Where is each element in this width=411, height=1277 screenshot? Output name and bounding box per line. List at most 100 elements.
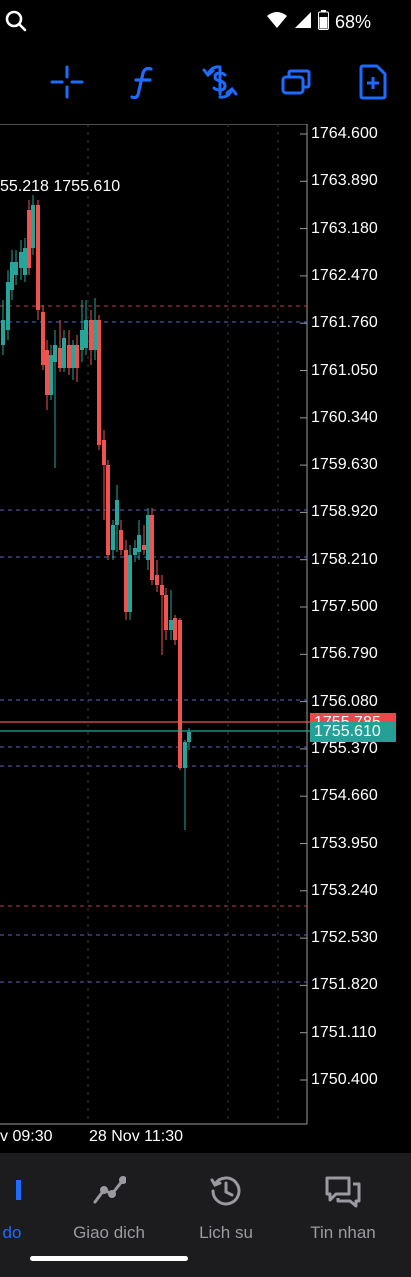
candle-body	[10, 262, 14, 290]
candle-body	[111, 525, 115, 550]
candle-body	[169, 620, 173, 630]
battery-icon	[317, 10, 329, 35]
candle-body	[84, 320, 88, 348]
nav-label: Giao dich	[73, 1223, 145, 1242]
price-axis-label: 1763.890	[311, 172, 378, 190]
candlestick	[155, 560, 159, 592]
price-axis-label: 1756.080	[311, 692, 378, 710]
chart-icon	[0, 1173, 62, 1209]
price-axis-label: 1750.400	[311, 1071, 378, 1088]
candle-body	[150, 515, 154, 580]
wifi-icon	[266, 11, 288, 34]
price-axis-label: 1757.500	[311, 598, 378, 615]
price-axis-label: 1755.370	[311, 739, 378, 757]
candlestick	[93, 298, 97, 360]
function-icon[interactable]	[122, 60, 166, 104]
candlestick	[89, 310, 93, 365]
candlestick	[45, 340, 49, 410]
candle-body	[75, 345, 79, 368]
candle-body	[160, 585, 164, 595]
candlestick	[6, 270, 10, 340]
price-axis-label: 1751.820	[311, 976, 378, 994]
candlestick	[67, 330, 71, 375]
cell-signal-icon	[294, 11, 312, 34]
candle-body	[1, 320, 5, 345]
candle-body	[41, 312, 45, 365]
price-axis-label: 1760.340	[311, 408, 378, 426]
candle-body	[93, 320, 97, 350]
bid-price-label: 1755.610	[314, 723, 381, 740]
candlestick	[102, 430, 106, 520]
candle-body	[53, 345, 57, 362]
search-icon[interactable]	[4, 9, 28, 38]
candle-body	[119, 530, 123, 550]
status-bar: 68%	[0, 0, 411, 44]
add-document-icon[interactable]	[351, 60, 395, 104]
candle-body	[146, 515, 150, 560]
battery-percent: 68%	[334, 12, 371, 32]
candle-body	[133, 548, 137, 555]
bottom-navigation: do Giao dich Lich su Tin nhan	[0, 1153, 411, 1277]
nav-item-chart[interactable]: do	[0, 1173, 62, 1243]
candle-body	[187, 732, 191, 742]
price-axis-label: 1759.630	[311, 456, 378, 474]
candlestick	[119, 520, 123, 555]
messages-icon	[293, 1173, 393, 1209]
nav-label: do	[2, 1223, 22, 1242]
candlestick	[10, 250, 14, 300]
price-axis-label: 1751.110	[311, 1023, 377, 1041]
currency-exchange-icon[interactable]	[198, 60, 242, 104]
candle-body	[89, 320, 93, 350]
chart-canvas[interactable]	[0, 124, 411, 1150]
candlestick	[133, 540, 137, 562]
candle-body	[27, 210, 31, 268]
candle-body	[45, 350, 49, 395]
home-indicator[interactable]	[30, 1256, 188, 1261]
candlestick	[142, 525, 146, 555]
nav-item-messages[interactable]: Tin nhan	[293, 1173, 393, 1243]
crosshair-icon[interactable]	[45, 60, 89, 104]
candlestick	[160, 575, 164, 655]
price-axis-label: 1761.050	[311, 361, 378, 379]
candle-body	[124, 550, 128, 612]
candle-body	[183, 742, 187, 768]
candle-body	[164, 595, 168, 630]
nav-label: Tin nhan	[310, 1223, 376, 1242]
nav-label: Lich su	[199, 1223, 253, 1242]
time-label-2: 28 Nov 11:30	[89, 1128, 183, 1145]
window-icon[interactable]	[274, 60, 318, 104]
candle-body	[173, 618, 177, 640]
candlestick	[97, 315, 101, 450]
price-axis-label: 1758.920	[311, 503, 378, 521]
history-icon	[176, 1173, 276, 1209]
price-axis-label: 1763.180	[311, 219, 378, 237]
candlestick	[111, 520, 115, 560]
candle-body	[80, 330, 84, 350]
candlestick	[187, 728, 191, 750]
candlestick	[115, 485, 119, 552]
time-label-1: v 09:30	[0, 1128, 53, 1145]
candlestick	[128, 545, 132, 620]
candle-body	[62, 338, 66, 368]
price-axis-label: 1753.950	[311, 834, 378, 852]
candlestick	[106, 460, 110, 560]
candlestick	[124, 540, 128, 620]
nav-item-history[interactable]: Lich su	[176, 1173, 276, 1243]
candlestick	[27, 200, 31, 275]
candle-body	[49, 355, 53, 395]
price-chart[interactable]: 1764.600 1763.890 1763.180 1762.470 1761.760…	[0, 124, 411, 1150]
candle-body	[155, 575, 159, 585]
candle-body	[36, 205, 40, 310]
candlestick	[173, 615, 177, 645]
ohlc-readout: 55.218 1755.610	[0, 178, 121, 195]
candlestick	[169, 590, 173, 640]
candle-body	[178, 620, 182, 768]
price-axis-label: 1754.660	[311, 787, 378, 805]
candlestick	[49, 345, 53, 400]
price-axis-label: 1756.790	[311, 645, 378, 663]
candlestick	[183, 740, 187, 830]
candlestick	[58, 320, 62, 372]
nav-item-trade[interactable]: Giao dich	[59, 1173, 159, 1243]
candle-body	[115, 500, 119, 525]
candlestick	[146, 508, 150, 570]
